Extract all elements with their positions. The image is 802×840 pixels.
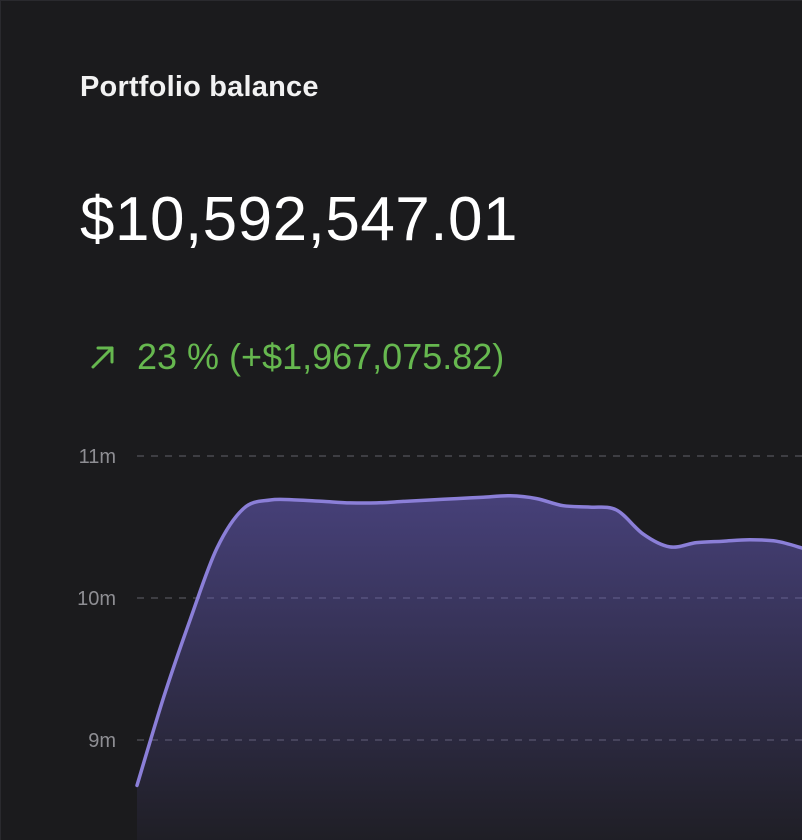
arrow-up-right-icon xyxy=(91,346,114,369)
balance-value: $10,592,547.01 xyxy=(80,185,518,254)
balance-area xyxy=(137,495,802,840)
y-tick-label: 11m xyxy=(79,446,116,468)
card-title: Portfolio balance xyxy=(80,71,319,103)
balance-line xyxy=(135,494,802,788)
balance-change: 23 % (+$1,967,075.82) xyxy=(89,339,504,375)
y-tick-label: 9m xyxy=(88,730,116,752)
change-text: 23 % (+$1,967,075.82) xyxy=(137,336,505,377)
y-tick-label: 10m xyxy=(77,588,116,610)
